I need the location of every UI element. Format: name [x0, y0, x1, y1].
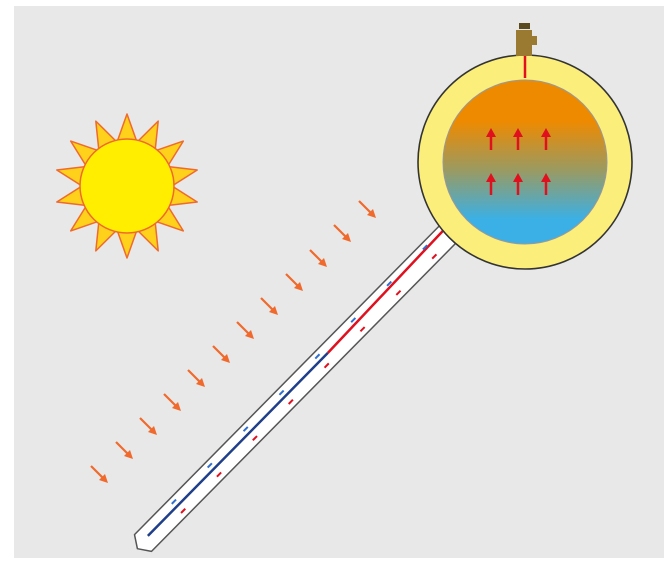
- hot-flow-marker: [287, 399, 294, 405]
- hot-flow-marker: [359, 326, 366, 333]
- sunbeam-arrows: [90, 200, 376, 483]
- hot-flow-marker: [431, 253, 438, 260]
- cold-flow-marker: [278, 389, 285, 396]
- sunbeam-arrow-icon: [187, 369, 205, 387]
- hot-flow-marker: [216, 471, 222, 478]
- vacuum-tube: [133, 212, 469, 553]
- tank-water: [442, 79, 608, 245]
- hot-flow-marker: [323, 362, 330, 369]
- sunbeam-arrow-icon: [309, 249, 327, 267]
- cold-pipe: [146, 352, 329, 537]
- valve-icon: [516, 23, 537, 56]
- flow-up-arrow-icon: [541, 128, 551, 150]
- sun-disc: [79, 138, 175, 234]
- sunbeam-arrow-icon: [212, 345, 230, 363]
- flow-up-arrow-icon: [486, 173, 496, 195]
- flow-up-arrow-icon: [486, 128, 496, 150]
- cold-flow-marker: [242, 426, 249, 432]
- cold-flow-marker: [422, 244, 428, 251]
- cold-flow-marker: [171, 498, 177, 505]
- flow-up-arrow-icon: [541, 173, 551, 195]
- hot-flow-marker: [252, 435, 258, 442]
- sunbeam-arrow-icon: [90, 465, 108, 483]
- hot-pipe: [326, 212, 461, 354]
- sunbeam-arrow-icon: [358, 200, 376, 218]
- hot-flow-marker: [180, 508, 186, 514]
- hot-flow-marker: [395, 289, 402, 296]
- sun-icon: [56, 113, 198, 259]
- sunbeam-arrow-icon: [260, 297, 278, 315]
- cold-flow-marker: [386, 280, 392, 287]
- storage-tank: [417, 54, 633, 270]
- sunbeam-arrow-icon: [139, 417, 157, 435]
- hot-water-outlet: [516, 23, 537, 78]
- cold-flow-marker: [350, 317, 357, 323]
- sunbeam-arrow-icon: [115, 441, 133, 459]
- cold-flow-marker: [314, 353, 321, 360]
- sunbeam-arrow-icon: [333, 224, 351, 242]
- flow-up-arrow-icon: [513, 173, 523, 195]
- cold-flow-marker: [206, 462, 213, 469]
- convection-arrows: [486, 128, 551, 195]
- sunbeam-arrow-icon: [285, 273, 303, 291]
- sunbeam-arrow-icon: [163, 393, 181, 411]
- sunbeam-arrow-icon: [236, 321, 254, 339]
- flow-up-arrow-icon: [513, 128, 523, 150]
